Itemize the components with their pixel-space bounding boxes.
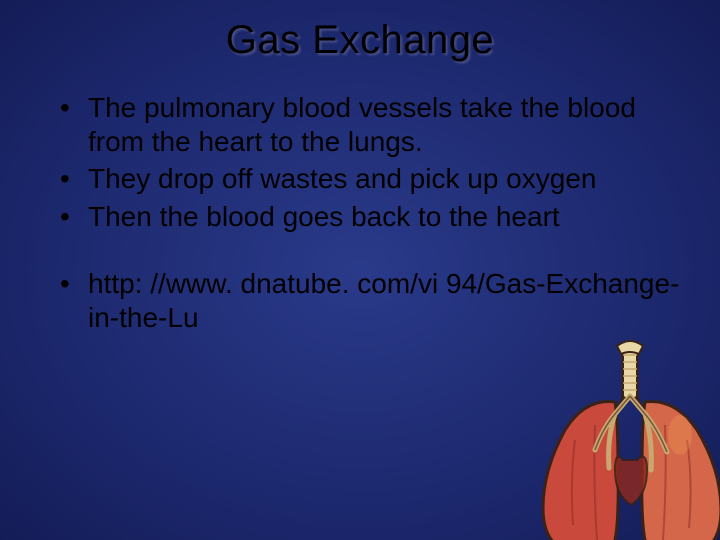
bullet-item: The pulmonary blood vessels take the blo… [60, 91, 680, 158]
bullet-item: Then the blood goes back to the heart [60, 200, 680, 234]
lungs-illustration [515, 340, 720, 540]
bullet-list: The pulmonary blood vessels take the blo… [40, 91, 680, 233]
bullet-item: They drop off wastes and pick up oxygen [60, 162, 680, 196]
spacer [40, 237, 680, 267]
link-item: http: //www. dnatube. com/vi 94/Gas-Exch… [60, 267, 680, 334]
slide-title: Gas Exchange [40, 18, 680, 63]
link-list: http: //www. dnatube. com/vi 94/Gas-Exch… [40, 267, 680, 334]
slide: Gas Exchange The pulmonary blood vessels… [0, 0, 720, 540]
